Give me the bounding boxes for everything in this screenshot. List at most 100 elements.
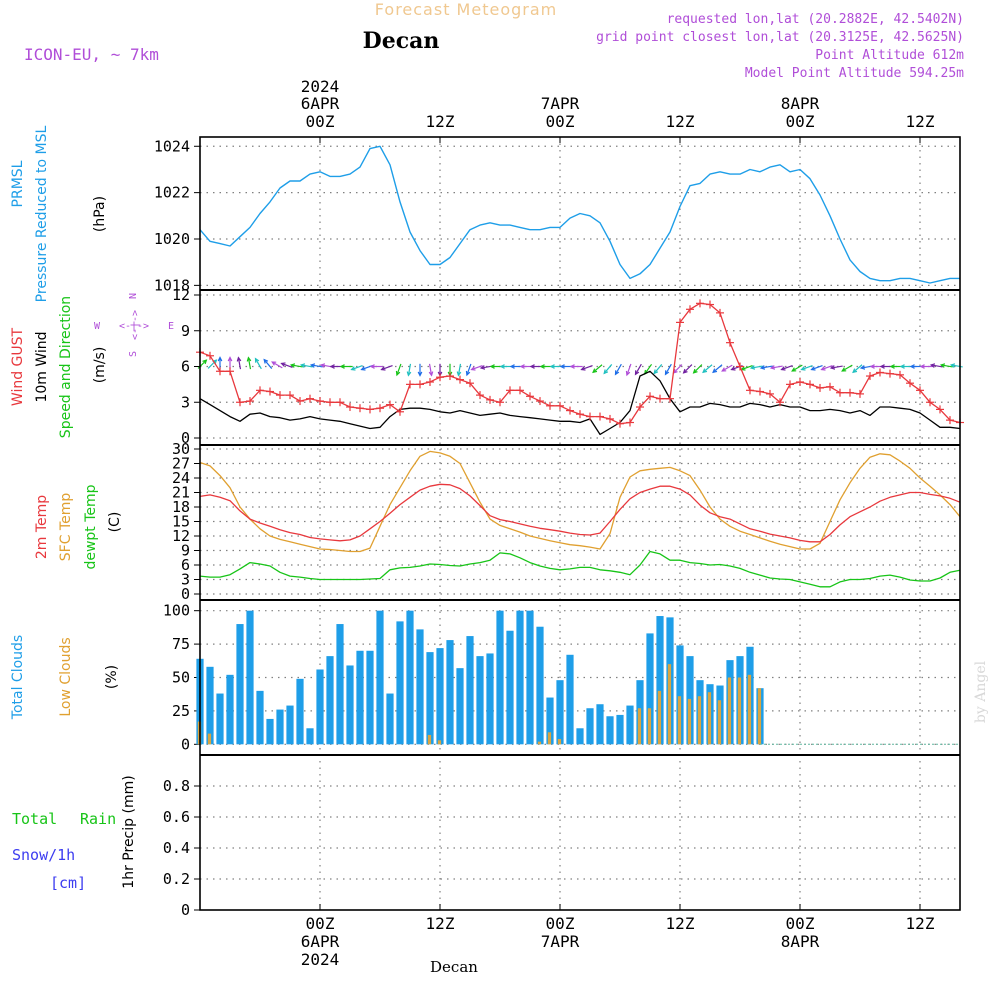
wind-direction-arrowhead — [759, 365, 766, 370]
low-cloud-bar — [717, 700, 722, 745]
time-bottom-hour: 00Z — [306, 914, 335, 933]
total-cloud-bar — [216, 693, 224, 745]
cloud-bars — [196, 610, 960, 745]
total-cloud-bar — [476, 656, 484, 745]
wind-direction-arrowhead — [549, 364, 555, 369]
wind-direction-arrowhead — [919, 364, 925, 369]
precip-tick-label: 0 — [181, 901, 190, 919]
wind-direction-arrowhead — [780, 366, 786, 371]
compass-w: W — [94, 321, 101, 332]
wind-direction-arrow — [781, 365, 793, 371]
wind-direction-arrow — [653, 364, 663, 374]
total-cloud-bar — [586, 708, 594, 745]
wind-direction-arrows — [197, 356, 963, 377]
wind-direction-arrow — [381, 365, 393, 371]
wind-direction-arrowhead — [339, 364, 345, 369]
low-cloud-bar — [547, 732, 552, 745]
total-cloud-bar — [306, 728, 314, 745]
total-cloud-bar — [526, 610, 534, 745]
wind-direction-arrowhead — [299, 363, 306, 368]
total-cloud-bar — [346, 665, 354, 745]
wind-direction-arrowhead — [519, 364, 525, 369]
wind-tick-label: 12 — [172, 286, 190, 304]
low-cloud-bar — [657, 690, 662, 745]
temp-dewpt-label: dewpt Temp — [83, 484, 99, 569]
wind-direction-arrowhead — [810, 366, 816, 371]
total-cloud-bar — [466, 636, 474, 745]
wind-direction-arrowhead — [470, 366, 476, 371]
wind-direction-arrowhead — [869, 364, 875, 369]
wind-direction-arrow — [811, 365, 823, 371]
wind-direction-arrow — [751, 365, 763, 369]
temp-2m-label: 2m Temp — [34, 495, 50, 559]
wind-direction-arrowhead — [702, 368, 708, 374]
wind-direction-arrowhead — [625, 370, 631, 377]
temp-tick-label: 15 — [172, 513, 190, 531]
temp-sfc-label: SFC Temp — [58, 493, 74, 562]
total-cloud-bar — [506, 630, 514, 745]
wind-direction-arrowhead — [682, 368, 688, 374]
total-cloud-bar — [296, 678, 304, 745]
wind-direction-arrowhead — [246, 356, 252, 362]
wind-direction-arrowhead — [280, 362, 286, 367]
wind-direction-arrow — [801, 365, 813, 371]
time-top-hour: 00Z — [306, 112, 335, 131]
cloud-tick-label: 0 — [181, 735, 190, 753]
precip-total-label: Total — [12, 810, 57, 828]
wind-direction-arrow — [702, 364, 713, 373]
pressure-tick-label: 1024 — [154, 137, 190, 155]
station-title: Decan — [363, 28, 440, 54]
wind-direction-arrowhead — [319, 363, 326, 368]
time-bottom-hour: 00Z — [546, 914, 575, 933]
wind-speed-line — [199, 370, 961, 436]
wind-direction-arrow — [841, 364, 853, 372]
banner-title: Forecast Meteogram — [375, 0, 557, 19]
time-top-date: 8APR — [781, 94, 820, 113]
total-cloud-bar — [286, 705, 294, 745]
compass-s: S — [128, 351, 139, 357]
cloud-panel: Total Clouds Low Clouds (%) — [10, 635, 120, 720]
wind-direction-arrowhead — [499, 364, 505, 369]
cloud-tick-label: 50 — [172, 669, 190, 687]
temp-tick-label: 21 — [172, 484, 190, 502]
sfc-temp-line — [199, 450, 961, 553]
wind-direction-arrowhead — [852, 368, 858, 374]
precip-tick-label: 0.6 — [163, 808, 190, 826]
wind-direction-arrowhead — [569, 364, 575, 369]
total-cloud-bar — [456, 668, 464, 745]
temp-tick-label: 0 — [181, 585, 190, 603]
wind-direction-arrow — [428, 363, 433, 376]
low-cloud-bar — [707, 692, 712, 745]
wind-tick-label: 6 — [181, 358, 190, 376]
gust-markers — [196, 299, 964, 428]
total-cloud-bar — [416, 629, 424, 745]
pressure-panel: PRMSL Pressure Reduced to MSL (hPa) — [10, 125, 108, 302]
wind-direction-arrow — [626, 363, 632, 376]
total-cloud-bar — [316, 669, 324, 745]
temp-tick-label: 27 — [172, 455, 190, 473]
precip-tick-label: 0.8 — [163, 777, 190, 795]
wind-direction-arrowhead — [634, 370, 640, 376]
compass-n: N — [128, 293, 139, 299]
requested-coords: requested lon,lat (20.2882E, 42.5402N) — [667, 12, 964, 27]
wind-direction-arrowhead — [456, 371, 462, 377]
temp-2m-line — [199, 483, 961, 543]
wind-direction-arrow — [771, 365, 783, 369]
total-cloud-bar — [256, 690, 264, 745]
wind-direction-arrow — [301, 364, 313, 368]
temp-unit: (C) — [107, 512, 123, 533]
wind-direction-arrow — [683, 364, 693, 374]
compass-e: E — [168, 321, 174, 332]
temp-tick-label: 18 — [172, 498, 190, 516]
cloud-unit: (%) — [104, 665, 120, 689]
wind-direction-arrowhead — [489, 364, 495, 369]
low-cloud-bar — [687, 698, 692, 745]
total-cloud-bar — [676, 645, 684, 745]
dewpt-line — [199, 550, 961, 588]
wind-direction-arrowhead — [417, 371, 423, 377]
total-cloud-bar — [426, 652, 434, 745]
wind-direction-arrowhead — [712, 368, 718, 374]
